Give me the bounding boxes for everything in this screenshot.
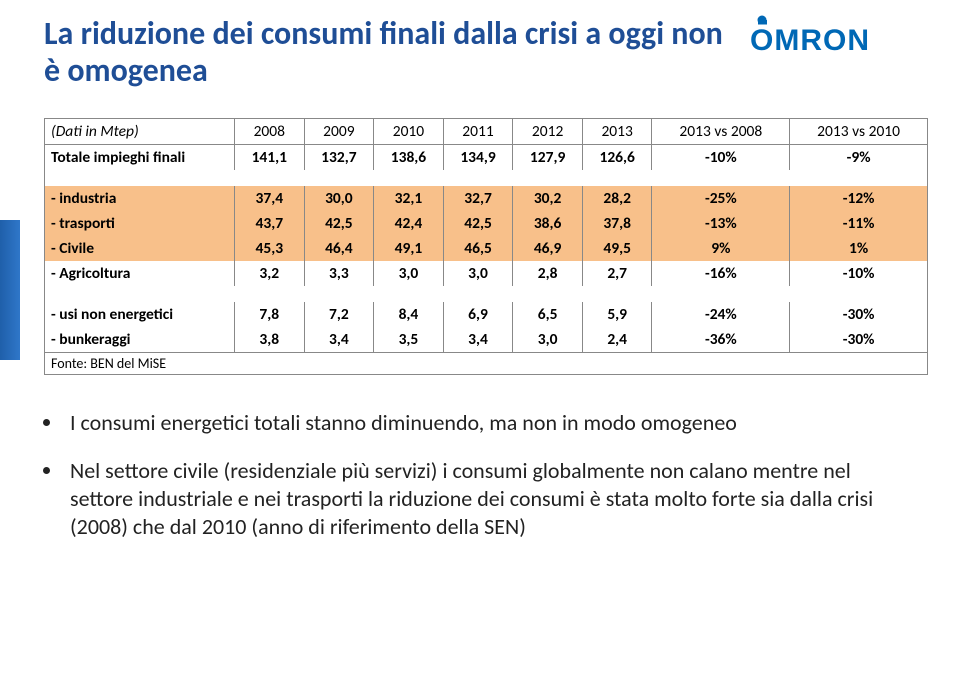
row-label: bunkeraggi: [45, 327, 235, 353]
table-row: usi non energetici7,87,28,46,96,55,9-24%…: [45, 302, 928, 327]
cell: 6,9: [443, 302, 513, 327]
cell: 3,0: [374, 261, 444, 286]
cell: -9%: [790, 144, 928, 170]
cell: 7,2: [304, 302, 374, 327]
cell: 127,9: [513, 144, 583, 170]
cell: -16%: [652, 261, 790, 286]
table-footer: Fonte: BEN del MiSE: [45, 352, 928, 374]
table-header-label: (Dati in Mtep): [45, 118, 235, 144]
cell: 9%: [652, 236, 790, 261]
table-header-row: (Dati in Mtep) 2008 2009 2010 2011 2012 …: [45, 118, 928, 144]
col-2009: 2009: [304, 118, 374, 144]
cell: -11%: [790, 211, 928, 236]
table-row: Civile45,346,449,146,546,949,59%1%: [45, 236, 928, 261]
table-row: Totale impieghi finali141,1132,7138,6134…: [45, 144, 928, 170]
cell: 7,8: [235, 302, 305, 327]
col-2012: 2012: [513, 118, 583, 144]
cell: 1%: [790, 236, 928, 261]
cell: 126,6: [582, 144, 652, 170]
row-label: usi non energetici: [45, 302, 235, 327]
row-label: Agricoltura: [45, 261, 235, 286]
col-2013: 2013: [582, 118, 652, 144]
col-2013v2008: 2013 vs 2008: [652, 118, 790, 144]
cell: 30,0: [304, 186, 374, 211]
cell: 3,4: [304, 327, 374, 353]
cell: 37,8: [582, 211, 652, 236]
cell: 2,4: [582, 327, 652, 353]
cell: 42,5: [304, 211, 374, 236]
col-2013v2010: 2013 vs 2010: [790, 118, 928, 144]
cell: -30%: [790, 302, 928, 327]
slide-accent-bar: [0, 220, 20, 360]
cell: 46,9: [513, 236, 583, 261]
cell: 32,1: [374, 186, 444, 211]
cell: 30,2: [513, 186, 583, 211]
cell: 8,4: [374, 302, 444, 327]
cell: 3,0: [443, 261, 513, 286]
cell: -24%: [652, 302, 790, 327]
omron-logo: OMRON: [750, 10, 930, 54]
cell: 3,2: [235, 261, 305, 286]
spacer-row: [45, 170, 928, 186]
table-row: industria37,430,032,132,730,228,2-25%-12…: [45, 186, 928, 211]
cell: 49,5: [582, 236, 652, 261]
cell: 42,5: [443, 211, 513, 236]
cell: -12%: [790, 186, 928, 211]
cell: 2,7: [582, 261, 652, 286]
cell: 141,1: [235, 144, 305, 170]
cell: 43,7: [235, 211, 305, 236]
logo-text: OMRON: [750, 24, 870, 54]
cell: 32,7: [443, 186, 513, 211]
table-row: bunkeraggi3,83,43,53,43,02,4-36%-30%: [45, 327, 928, 353]
cell: -25%: [652, 186, 790, 211]
cell: 49,1: [374, 236, 444, 261]
cell: 2,8: [513, 261, 583, 286]
col-2011: 2011: [443, 118, 513, 144]
row-label: Totale impieghi finali: [45, 144, 235, 170]
col-2008: 2008: [235, 118, 305, 144]
row-label: Civile: [45, 236, 235, 261]
cell: 3,8: [235, 327, 305, 353]
cell: 46,4: [304, 236, 374, 261]
cell: 28,2: [582, 186, 652, 211]
cell: 3,5: [374, 327, 444, 353]
cell: -10%: [790, 261, 928, 286]
cell: 138,6: [374, 144, 444, 170]
table-row: trasporti43,742,542,442,538,637,8-13%-11…: [45, 211, 928, 236]
cell: 37,4: [235, 186, 305, 211]
cell: 38,6: [513, 211, 583, 236]
cell: -13%: [652, 211, 790, 236]
cell: 132,7: [304, 144, 374, 170]
table-row: Agricoltura3,23,33,03,02,82,7-16%-10%: [45, 261, 928, 286]
row-label: industria: [45, 186, 235, 211]
cell: -30%: [790, 327, 928, 353]
bullet-item: I consumi energetici totali stanno dimin…: [64, 409, 884, 437]
spacer-row: [45, 286, 928, 302]
data-table: (Dati in Mtep) 2008 2009 2010 2011 2012 …: [44, 118, 928, 375]
row-label: trasporti: [45, 211, 235, 236]
bullet-item: Nel settore civile (residenziale più ser…: [64, 457, 884, 541]
cell: 42,4: [374, 211, 444, 236]
cell: 134,9: [443, 144, 513, 170]
slide-title: La riduzione dei consumi finali dalla cr…: [44, 16, 724, 90]
cell: -36%: [652, 327, 790, 353]
col-2010: 2010: [374, 118, 444, 144]
cell: 3,4: [443, 327, 513, 353]
cell: -10%: [652, 144, 790, 170]
cell: 3,3: [304, 261, 374, 286]
bullet-list: I consumi energetici totali stanno dimin…: [44, 409, 884, 542]
cell: 3,0: [513, 327, 583, 353]
cell: 6,5: [513, 302, 583, 327]
cell: 5,9: [582, 302, 652, 327]
cell: 46,5: [443, 236, 513, 261]
cell: 45,3: [235, 236, 305, 261]
